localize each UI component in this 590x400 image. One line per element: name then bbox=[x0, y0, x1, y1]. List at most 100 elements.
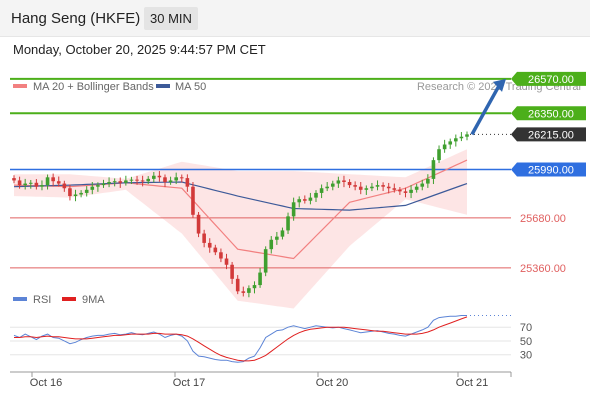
candle-body bbox=[90, 186, 95, 190]
instrument-title: Hang Seng (HKFE) bbox=[11, 10, 141, 27]
resistance-label-1: 26350.00 bbox=[528, 108, 574, 120]
x-tick-label-1: Oct 17 bbox=[173, 377, 205, 389]
rsi-tick-1: 50 bbox=[520, 336, 532, 348]
candle-body bbox=[454, 138, 458, 142]
pivot-label-bg-3 bbox=[511, 162, 586, 177]
candle-body bbox=[12, 178, 16, 181]
candle-body bbox=[263, 249, 268, 273]
candle-body bbox=[291, 202, 296, 217]
support-label-5: 25360.00 bbox=[520, 263, 566, 275]
candle-body bbox=[45, 177, 50, 186]
forecast-arrow-head bbox=[493, 78, 506, 92]
candle-body bbox=[219, 252, 223, 259]
forecast-arrow bbox=[470, 78, 506, 136]
candle-body bbox=[398, 189, 402, 192]
candle-body bbox=[286, 216, 290, 231]
pivot-label-3: 25990.00 bbox=[528, 165, 574, 177]
rsi-legend-label: RSI bbox=[33, 294, 51, 306]
candle-body bbox=[135, 179, 139, 181]
bollinger-bands bbox=[14, 149, 467, 309]
candle-body bbox=[202, 233, 206, 243]
candle-body bbox=[280, 230, 285, 237]
candle-body bbox=[73, 194, 78, 197]
candle-body bbox=[191, 186, 195, 215]
candle-body bbox=[17, 180, 22, 186]
candle-body bbox=[386, 186, 391, 189]
ma20-legend-swatch bbox=[13, 84, 27, 88]
candle-body bbox=[297, 199, 302, 203]
candle-body bbox=[84, 189, 89, 193]
candle-body bbox=[68, 188, 72, 197]
rsi-tick-2: 30 bbox=[520, 350, 532, 362]
price-level-labels: 26570.00 26350.00 26215.00 25990.00 25680.00… bbox=[511, 71, 586, 275]
resistance-label-0: 26570.00 bbox=[528, 74, 574, 86]
candle-body bbox=[129, 179, 134, 181]
candle-body bbox=[409, 189, 413, 193]
candle-body bbox=[124, 180, 128, 183]
candle-body bbox=[62, 183, 67, 189]
candle-body bbox=[247, 288, 251, 293]
candle-body bbox=[381, 185, 385, 187]
forecast-arrow-shaft bbox=[470, 83, 502, 136]
candle-body bbox=[353, 185, 357, 187]
candle-body bbox=[426, 178, 430, 184]
candle-body bbox=[118, 181, 123, 183]
candle-body bbox=[347, 182, 352, 186]
resistance-label-bg-0 bbox=[511, 71, 586, 86]
rsi-ma-legend-label: 9MA bbox=[82, 294, 105, 306]
candle-body bbox=[224, 258, 229, 265]
rsi-tick-0: 70 bbox=[520, 322, 532, 334]
candle-body bbox=[107, 182, 111, 184]
candle-body bbox=[319, 188, 324, 193]
candle-body bbox=[185, 178, 190, 187]
candle-body bbox=[308, 197, 313, 201]
ma50-line bbox=[13, 181, 468, 211]
candle-body bbox=[403, 191, 408, 193]
candle-body bbox=[330, 183, 335, 187]
candle-body bbox=[392, 188, 397, 190]
candle-body bbox=[465, 134, 469, 137]
candle-body bbox=[314, 192, 318, 198]
x-tick-label-0: Oct 16 bbox=[30, 377, 62, 389]
bollinger-band-area bbox=[14, 149, 467, 309]
rsi-ma-legend-swatch bbox=[62, 297, 76, 301]
candle-body bbox=[168, 180, 173, 182]
chart-header: Hang Seng (HKFE) 30 MIN bbox=[0, 0, 590, 37]
candle-body bbox=[269, 239, 274, 250]
candle-body bbox=[437, 149, 441, 161]
candle-body bbox=[370, 186, 374, 189]
candle-body bbox=[140, 180, 145, 182]
candle-body bbox=[258, 272, 262, 286]
candle-body bbox=[152, 175, 156, 179]
candle-body bbox=[420, 183, 425, 187]
candle-body bbox=[375, 185, 380, 187]
candle-body bbox=[336, 180, 341, 184]
candle-body bbox=[303, 199, 307, 201]
candle-body bbox=[23, 183, 27, 186]
candle-body bbox=[442, 144, 447, 150]
candle-body bbox=[431, 160, 436, 179]
candle-body bbox=[79, 192, 83, 195]
candle-body bbox=[207, 242, 212, 248]
candle-body bbox=[358, 186, 363, 190]
candle-body bbox=[96, 185, 100, 187]
candle-body bbox=[252, 285, 257, 289]
resistance-label-bg-1 bbox=[511, 106, 586, 121]
candle-body bbox=[235, 278, 240, 292]
candle-body bbox=[163, 177, 167, 182]
candle-body bbox=[448, 141, 453, 145]
candle-body bbox=[56, 181, 61, 184]
candle-body bbox=[34, 182, 39, 187]
candle-body bbox=[414, 186, 419, 190]
rsi-panel: 70 50 30 bbox=[10, 315, 532, 363]
timeframe-button[interactable]: 30 MIN bbox=[144, 7, 198, 30]
candle-body bbox=[364, 188, 369, 190]
candle-body bbox=[28, 182, 33, 184]
rsi-legend-swatch bbox=[13, 297, 27, 301]
candle-body bbox=[196, 214, 201, 234]
candle-body bbox=[342, 180, 346, 182]
ma20-line bbox=[13, 159, 468, 260]
ma50-legend-swatch bbox=[156, 84, 170, 88]
x-tick-label-2: Oct 20 bbox=[316, 377, 348, 389]
